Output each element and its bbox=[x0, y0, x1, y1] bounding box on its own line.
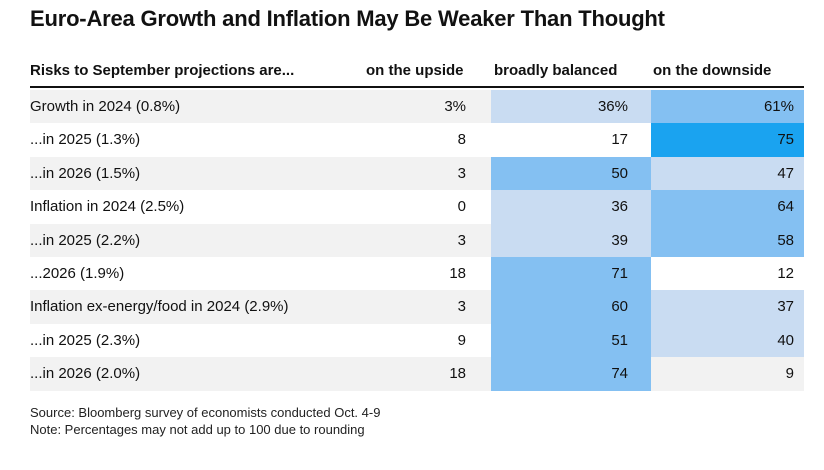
table-header: Risks to September projections are... on… bbox=[30, 56, 804, 88]
cell-upside: 3 bbox=[361, 156, 491, 191]
cell-balanced: 50 bbox=[491, 156, 651, 191]
cell-downside: 12 bbox=[651, 256, 804, 291]
table-row: Growth in 2024 (0.8%) 3% 36% 61% bbox=[30, 90, 804, 124]
table-row: ...in 2025 (2.3%) 9 51 40 bbox=[30, 323, 804, 358]
source-note: Source: Bloomberg survey of economists c… bbox=[30, 405, 381, 420]
row-label: Growth in 2024 (0.8%) bbox=[30, 90, 361, 124]
cell-balanced: 74 bbox=[491, 357, 651, 391]
cell-upside: 0 bbox=[361, 190, 491, 224]
header-upside: on the upside bbox=[366, 62, 464, 79]
table-row: Inflation ex-energy/food in 2024 (2.9%) 3… bbox=[30, 290, 804, 324]
cell-upside: 18 bbox=[361, 256, 491, 291]
row-label: ...in 2025 (1.3%) bbox=[30, 123, 361, 157]
cell-downside: 47 bbox=[651, 156, 804, 191]
cell-downside: 58 bbox=[651, 223, 804, 257]
table-row: ...in 2026 (1.5%) 3 50 47 bbox=[30, 156, 804, 191]
header-label: Risks to September projections are... bbox=[30, 62, 295, 79]
footnotes: Source: Bloomberg survey of economists c… bbox=[30, 404, 380, 438]
cell-balanced: 36 bbox=[491, 190, 651, 224]
cell-downside: 64 bbox=[651, 190, 804, 224]
table-row: Inflation in 2024 (2.5%) 0 36 64 bbox=[30, 190, 804, 224]
cell-upside: 9 bbox=[361, 323, 491, 358]
header-balanced: broadly balanced bbox=[494, 62, 618, 79]
cell-upside: 3 bbox=[361, 290, 491, 324]
row-label: ...in 2025 (2.2%) bbox=[30, 223, 361, 257]
table-row: ...in 2025 (2.2%) 3 39 58 bbox=[30, 223, 804, 257]
cell-upside: 8 bbox=[361, 123, 491, 157]
cell-downside: 9 bbox=[651, 357, 804, 391]
cell-upside: 3 bbox=[361, 223, 491, 257]
cell-balanced: 39 bbox=[491, 223, 651, 257]
row-label: ...2026 (1.9%) bbox=[30, 256, 361, 291]
header-downside: on the downside bbox=[653, 62, 772, 79]
table-row: ...2026 (1.9%) 18 71 12 bbox=[30, 256, 804, 291]
cell-balanced: 51 bbox=[491, 323, 651, 358]
chart-title: Euro-Area Growth and Inflation May Be We… bbox=[30, 6, 665, 31]
cell-balanced: 36% bbox=[491, 90, 651, 124]
cell-upside: 18 bbox=[361, 357, 491, 391]
cell-balanced: 71 bbox=[491, 256, 651, 291]
cell-downside: 61% bbox=[651, 90, 804, 124]
cell-balanced: 60 bbox=[491, 290, 651, 324]
row-label: Inflation in 2024 (2.5%) bbox=[30, 190, 361, 224]
row-label: Inflation ex-energy/food in 2024 (2.9%) bbox=[30, 290, 361, 324]
cell-balanced: 17 bbox=[491, 123, 651, 157]
cell-upside: 3% bbox=[361, 90, 491, 124]
cell-downside: 40 bbox=[651, 323, 804, 358]
table-row: ...in 2026 (2.0%) 18 74 9 bbox=[30, 357, 804, 391]
row-label: ...in 2025 (2.3%) bbox=[30, 323, 361, 358]
rounding-note: Note: Percentages may not add up to 100 … bbox=[30, 422, 365, 437]
data-table: Growth in 2024 (0.8%) 3% 36% 61% ...in 2025 … bbox=[30, 90, 804, 391]
row-label: ...in 2026 (2.0%) bbox=[30, 357, 361, 391]
table-row: ...in 2025 (1.3%) 8 17 75 bbox=[30, 123, 804, 157]
cell-downside: 37 bbox=[651, 290, 804, 324]
row-label: ...in 2026 (1.5%) bbox=[30, 156, 361, 191]
cell-downside: 75 bbox=[651, 123, 804, 157]
